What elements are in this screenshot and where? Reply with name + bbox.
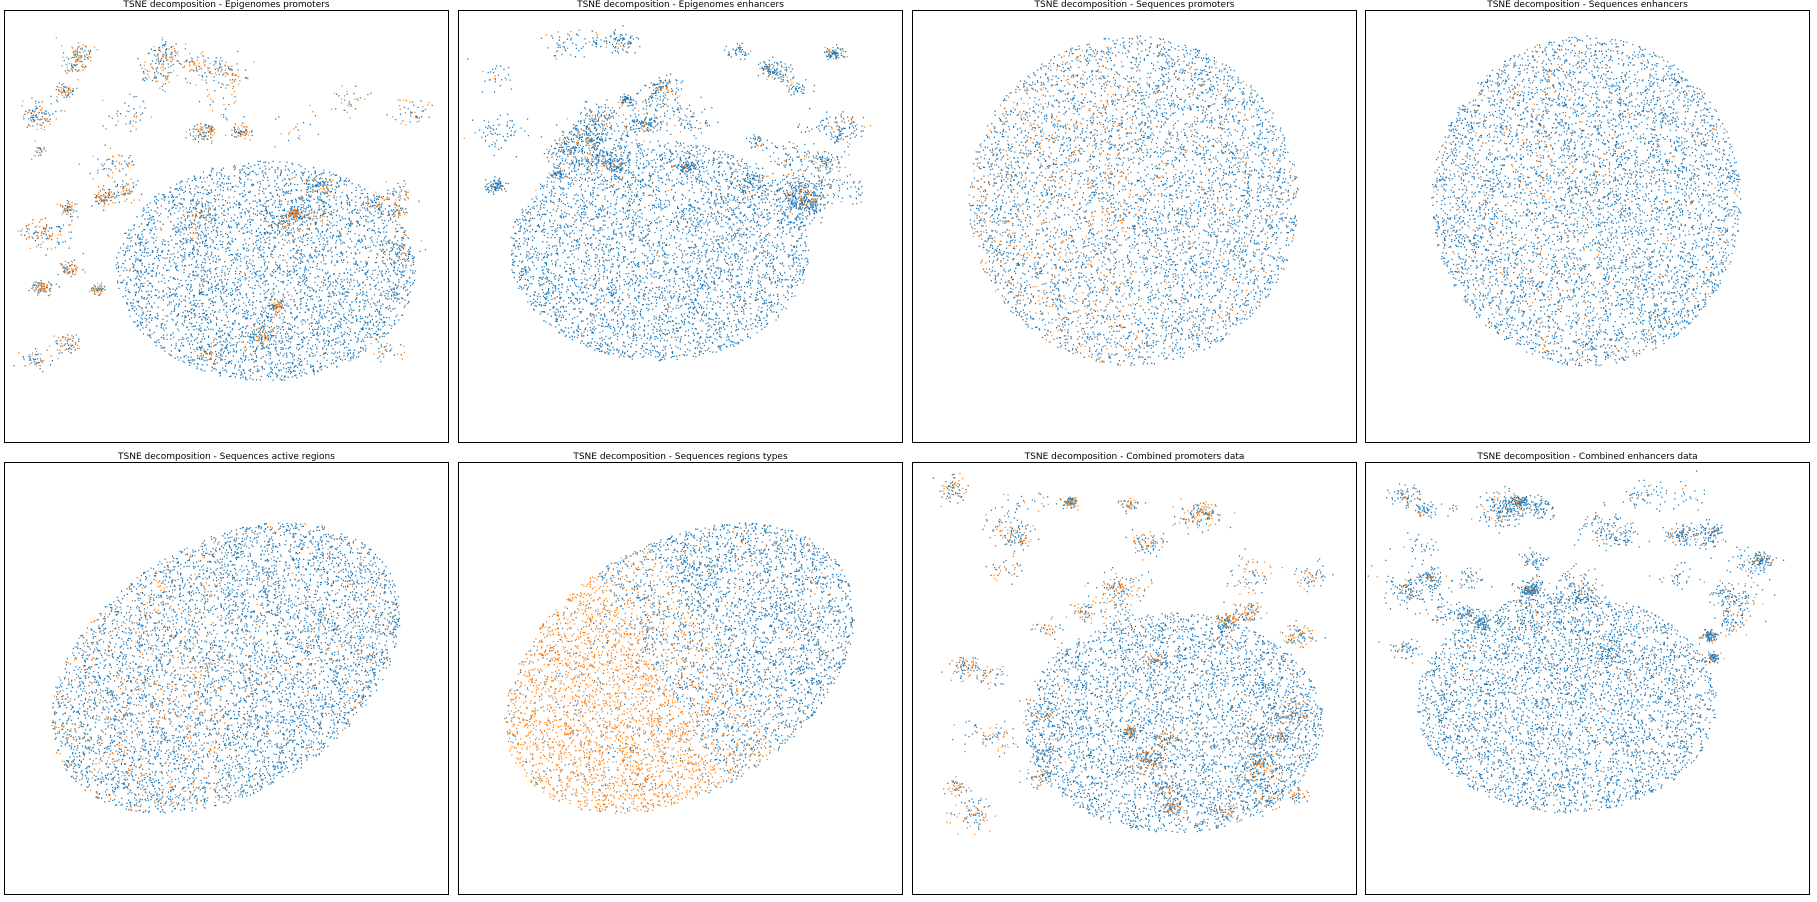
scatter-plot (504, 522, 855, 815)
panel-title: TSNE decomposition - Sequences enhancers (1487, 0, 1688, 10)
scatter-plot-area (1365, 462, 1810, 895)
scatter-plot (932, 472, 1334, 836)
scatter-plot-area (458, 462, 903, 895)
series-blue-points (1431, 35, 1742, 367)
blue-points-path (1367, 470, 1785, 814)
series-orange-points (463, 29, 871, 357)
panel-sequences-enhancers: TSNE decomposition - Sequences enhancers (1365, 0, 1810, 450)
blue-points-path (932, 473, 1334, 833)
series-blue-points (467, 25, 865, 362)
series-blue-points (1367, 470, 1785, 814)
scatter-plot (13, 36, 433, 381)
series-orange-points (17, 36, 430, 368)
panel-title: TSNE decomposition - Epigenomes promoter… (123, 0, 330, 10)
scatter-plot-area (458, 10, 903, 443)
series-orange-points (1433, 42, 1738, 361)
panel-title: TSNE decomposition - Combined promoters … (1024, 452, 1245, 462)
blue-points-path (52, 522, 401, 814)
series-orange-points (968, 38, 1297, 366)
panel-title: TSNE decomposition - Combined enhancers … (1477, 452, 1698, 462)
series-blue-points (932, 473, 1334, 833)
panel-title: TSNE decomposition - Sequences regions t… (573, 452, 788, 462)
scatter-plot (1367, 470, 1785, 814)
series-blue-points (52, 522, 401, 814)
panel-combined-enhancers: TSNE decomposition - Combined enhancers … (1365, 452, 1810, 902)
blue-points-path (1431, 35, 1742, 367)
scatter-plot-area (4, 10, 449, 443)
orange-points-path (1376, 484, 1774, 810)
panel-epigenomes-enhancers: TSNE decomposition - Epigenomes enhancer… (458, 0, 903, 450)
scatter-plot (968, 35, 1299, 367)
panel-epigenomes-promoters: TSNE decomposition - Epigenomes promoter… (4, 0, 449, 450)
orange-points-path (51, 522, 400, 813)
series-blue-points (13, 39, 433, 381)
panel-combined-promoters: TSNE decomposition - Combined promoters … (912, 452, 1357, 902)
series-blue-points (968, 35, 1299, 367)
panel-sequences-promoters: TSNE decomposition - Sequences promoters (912, 0, 1357, 450)
orange-points-path (463, 29, 871, 357)
series-orange-points (940, 472, 1324, 836)
scatter-plot-area (4, 462, 449, 895)
blue-points-path (13, 39, 433, 381)
scatter-plot-area (1365, 10, 1810, 443)
blue-points-path (968, 35, 1299, 367)
series-orange-points (1376, 484, 1774, 810)
series-orange-points (51, 522, 400, 813)
orange-points-path (505, 525, 855, 815)
blue-points-path (504, 522, 855, 812)
scatter-plot (51, 522, 401, 814)
scatter-plot-area (912, 10, 1357, 443)
series-blue-points (504, 522, 855, 812)
orange-points-path (968, 38, 1297, 366)
scatter-plot-area (912, 462, 1357, 895)
panel-title: TSNE decomposition - Epigenomes enhancer… (577, 0, 784, 10)
panel-title: TSNE decomposition - Sequences promoters (1034, 0, 1235, 10)
panel-sequences-regions-types: TSNE decomposition - Sequences regions t… (458, 452, 903, 902)
scatter-plot (463, 25, 871, 362)
panel-title: TSNE decomposition - Sequences active re… (118, 452, 335, 462)
blue-points-path (467, 25, 865, 362)
orange-points-path (17, 36, 430, 368)
orange-points-path (940, 472, 1324, 836)
scatter-plot (1431, 35, 1742, 367)
series-orange-points (505, 525, 855, 815)
orange-points-path (1433, 42, 1738, 361)
panel-sequences-active-regions: TSNE decomposition - Sequences active re… (4, 452, 449, 902)
